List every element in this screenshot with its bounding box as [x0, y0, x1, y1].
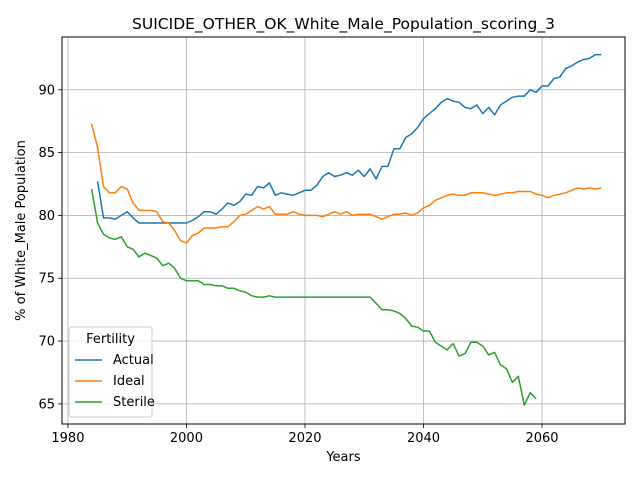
x-tick-label: 2020 — [288, 431, 321, 446]
legend-label-sterile: Sterile — [113, 395, 155, 410]
plot-frame — [61, 36, 626, 425]
y-tick-label: 85 — [38, 146, 55, 161]
legend-entries: Actual Ideal Sterile — [75, 353, 155, 410]
x-tick-label: 2040 — [407, 431, 440, 446]
series-line-sterile — [90, 188, 537, 406]
chart-title: SUICIDE_OTHER_OK_White_Male_Population_s… — [132, 15, 555, 34]
x-axis-title: Years — [325, 450, 361, 465]
y-tick-label: 80 — [38, 209, 55, 224]
x-tick-label: 2000 — [170, 431, 203, 446]
series-line-ideal — [90, 123, 602, 244]
y-tick-label: 70 — [38, 335, 55, 350]
x-tick-label: 1980 — [51, 431, 84, 446]
grid — [62, 37, 625, 424]
legend-box — [68, 326, 153, 418]
legend-label-actual: Actual — [113, 353, 154, 368]
y-tick-label: 75 — [38, 272, 55, 287]
y-tick-label: 90 — [38, 83, 55, 98]
legend-label-ideal: Ideal — [113, 374, 145, 389]
series-lines — [90, 53, 602, 406]
y-tick-label: 65 — [38, 397, 55, 412]
series-line-actual — [96, 53, 602, 224]
legend: Fertility Actual Ideal Sterile — [68, 326, 155, 418]
legend-title: Fertility — [86, 332, 135, 347]
axis-ticks: 1980 2000 2020 2040 2060 65 70 75 80 85 90 — [38, 83, 558, 446]
y-axis-title: % of White_Male Population — [14, 140, 29, 321]
x-tick-label: 2060 — [525, 431, 558, 446]
